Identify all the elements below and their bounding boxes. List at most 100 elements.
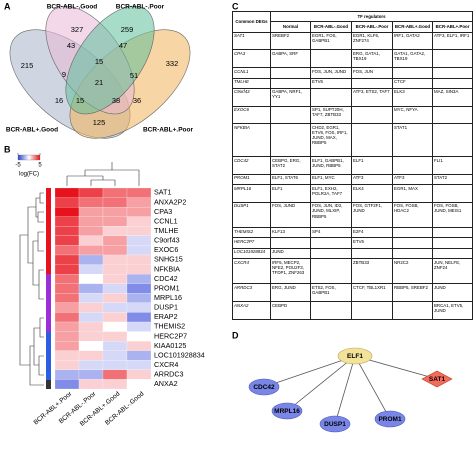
heat-cell bbox=[54, 331, 80, 342]
tf-cell bbox=[392, 156, 433, 175]
tf-cell: ELF1, STAT6 bbox=[270, 173, 311, 186]
tf-cell: ERG, JUND bbox=[270, 283, 311, 303]
node-label: PROM1 bbox=[378, 416, 402, 423]
heat-cell bbox=[126, 245, 152, 256]
heat-cell bbox=[78, 312, 104, 323]
heat-cell bbox=[126, 235, 152, 246]
tf-cell: CEBPD bbox=[270, 301, 311, 320]
table-row: CPA3 GABPA, SRF ERG, GATA1, TBX19 GATA1, GA… bbox=[232, 49, 474, 69]
tf-cell bbox=[351, 105, 393, 125]
header-row: Normal BCR-ABL-.Good BCR-ABL-.Poor BCR-ABL+… bbox=[233, 21, 474, 33]
panel-label: B bbox=[4, 144, 11, 154]
heat-cell bbox=[78, 245, 104, 256]
region-count: 36 bbox=[133, 96, 141, 105]
tf-cell: ELF1 bbox=[351, 156, 393, 175]
gene-label: NFKBIA bbox=[154, 264, 180, 273]
gene-label: THEMIS2 bbox=[154, 322, 185, 331]
tf-cell: ELF1, MYC bbox=[310, 173, 352, 186]
header-row: Common DEGs TF regulators bbox=[232, 10, 474, 33]
tf-cell bbox=[431, 105, 474, 125]
tf-cell: CHD2, EGR1, ETV6, FOS, IRF1, JUND, MAX, … bbox=[310, 123, 352, 158]
heat-cell bbox=[126, 274, 152, 284]
tf-cell bbox=[392, 227, 433, 239]
tf-cell: FOS, JUN, JUND bbox=[310, 67, 352, 79]
cluster-color bbox=[46, 274, 51, 332]
heat-cell bbox=[102, 350, 128, 361]
color-legend bbox=[17, 154, 41, 161]
table-row: TMLHE ETV6 CTCF bbox=[232, 77, 474, 89]
tf-cell: IRF5, MECP2, NFE2, POU2F3, TFDP1, ZNF263 bbox=[270, 258, 311, 285]
heat-cell bbox=[54, 207, 80, 217]
tf-cell: ELF1, EXH2, POLR2A, TAF7 bbox=[310, 184, 352, 203]
tf-cell bbox=[310, 301, 352, 320]
heat-cell bbox=[78, 254, 104, 265]
heat-cell bbox=[54, 274, 80, 284]
heat-cell bbox=[78, 226, 104, 236]
tf-cell: ELF1 bbox=[270, 184, 311, 203]
tf-cell: CEBPG, ERG, STAT2 bbox=[270, 156, 311, 175]
network-node bbox=[248, 378, 280, 396]
heat-cell bbox=[126, 302, 152, 313]
tf-cell: ERG, GATA1, TBX19 bbox=[351, 49, 393, 69]
heat-cell bbox=[54, 341, 80, 351]
gene-cell: MRPL16 bbox=[232, 184, 271, 203]
region-count: 259 bbox=[121, 25, 134, 34]
heat-cell bbox=[126, 321, 152, 332]
region-count: 9 bbox=[62, 70, 66, 79]
cluster-bar bbox=[46, 188, 51, 389]
heat-cell bbox=[102, 197, 128, 208]
heat-cell bbox=[54, 379, 80, 390]
tf-cell bbox=[270, 123, 311, 158]
tf-cell: EGR1, FOS, GABPB1 bbox=[310, 31, 352, 51]
gene-label: ANXA2 bbox=[154, 379, 178, 388]
gene-label: ANXA2P2 bbox=[154, 197, 186, 206]
heat-cell bbox=[78, 379, 104, 390]
tf-cell: ETV6 bbox=[310, 77, 352, 89]
tf-cell bbox=[392, 67, 433, 79]
tf-cell bbox=[431, 184, 474, 203]
heat-cell bbox=[102, 187, 128, 198]
heat-cell bbox=[54, 293, 80, 303]
heat-cell bbox=[78, 293, 104, 303]
table-row: ARRDC3 ERG, JUND ETS2, FOS, GABPB1 CTCF, TB… bbox=[232, 283, 474, 303]
heat-cell bbox=[102, 379, 128, 390]
heat-cell bbox=[78, 302, 104, 313]
venn bbox=[9, 5, 191, 139]
heat-cell bbox=[54, 264, 80, 275]
gene-label: KIAA0125 bbox=[154, 341, 186, 350]
tf-cell: BRCA1, ETV5, JUND bbox=[431, 301, 474, 320]
region-count: 15 bbox=[95, 57, 103, 66]
tf-cell bbox=[310, 258, 352, 285]
heat-cell bbox=[126, 226, 152, 236]
gene-label: CDC42 bbox=[154, 274, 178, 283]
gene-cell: THEMIS2 bbox=[232, 227, 271, 239]
tf-cell bbox=[392, 237, 433, 249]
cluster-color bbox=[46, 380, 51, 389]
group-header: TF regulators bbox=[269, 10, 474, 23]
tf-cell bbox=[270, 105, 311, 125]
heat-cell bbox=[126, 293, 152, 303]
venn-set bbox=[65, 5, 155, 115]
gene-cell: ARRDC3 bbox=[232, 283, 271, 303]
heat-cell bbox=[126, 254, 152, 265]
header-cell: Common DEGs bbox=[232, 11, 271, 33]
heat-cell bbox=[78, 197, 104, 208]
tf-cell: JUND bbox=[431, 283, 474, 303]
gene-label: CXCR4 bbox=[154, 360, 178, 369]
gene-cell: CDC42 bbox=[232, 156, 271, 175]
heat-cell bbox=[126, 216, 152, 227]
tf-table: Common DEGs TF regulators Normal BCR-ABL-.G… bbox=[232, 10, 474, 320]
table-row: CCNL1 FOS, JUN, JUND FOS, JUN bbox=[232, 67, 474, 79]
heat-cell bbox=[126, 187, 152, 198]
legend-tick-label: -5 bbox=[15, 163, 21, 169]
tf-cell bbox=[431, 227, 474, 239]
region-count: 47 bbox=[119, 41, 127, 50]
heat-cell bbox=[54, 360, 80, 370]
header-cell: BCR-ABL-.Poor bbox=[351, 21, 393, 33]
region-count: 43 bbox=[67, 41, 75, 50]
heat-cell bbox=[102, 360, 128, 370]
node-label: ELF1 bbox=[347, 353, 363, 360]
tf-cell: FOS, JUN, ID2, JUND, MLXIP, RBBP5 bbox=[310, 201, 352, 229]
gene-label: MRPL16 bbox=[154, 293, 182, 302]
